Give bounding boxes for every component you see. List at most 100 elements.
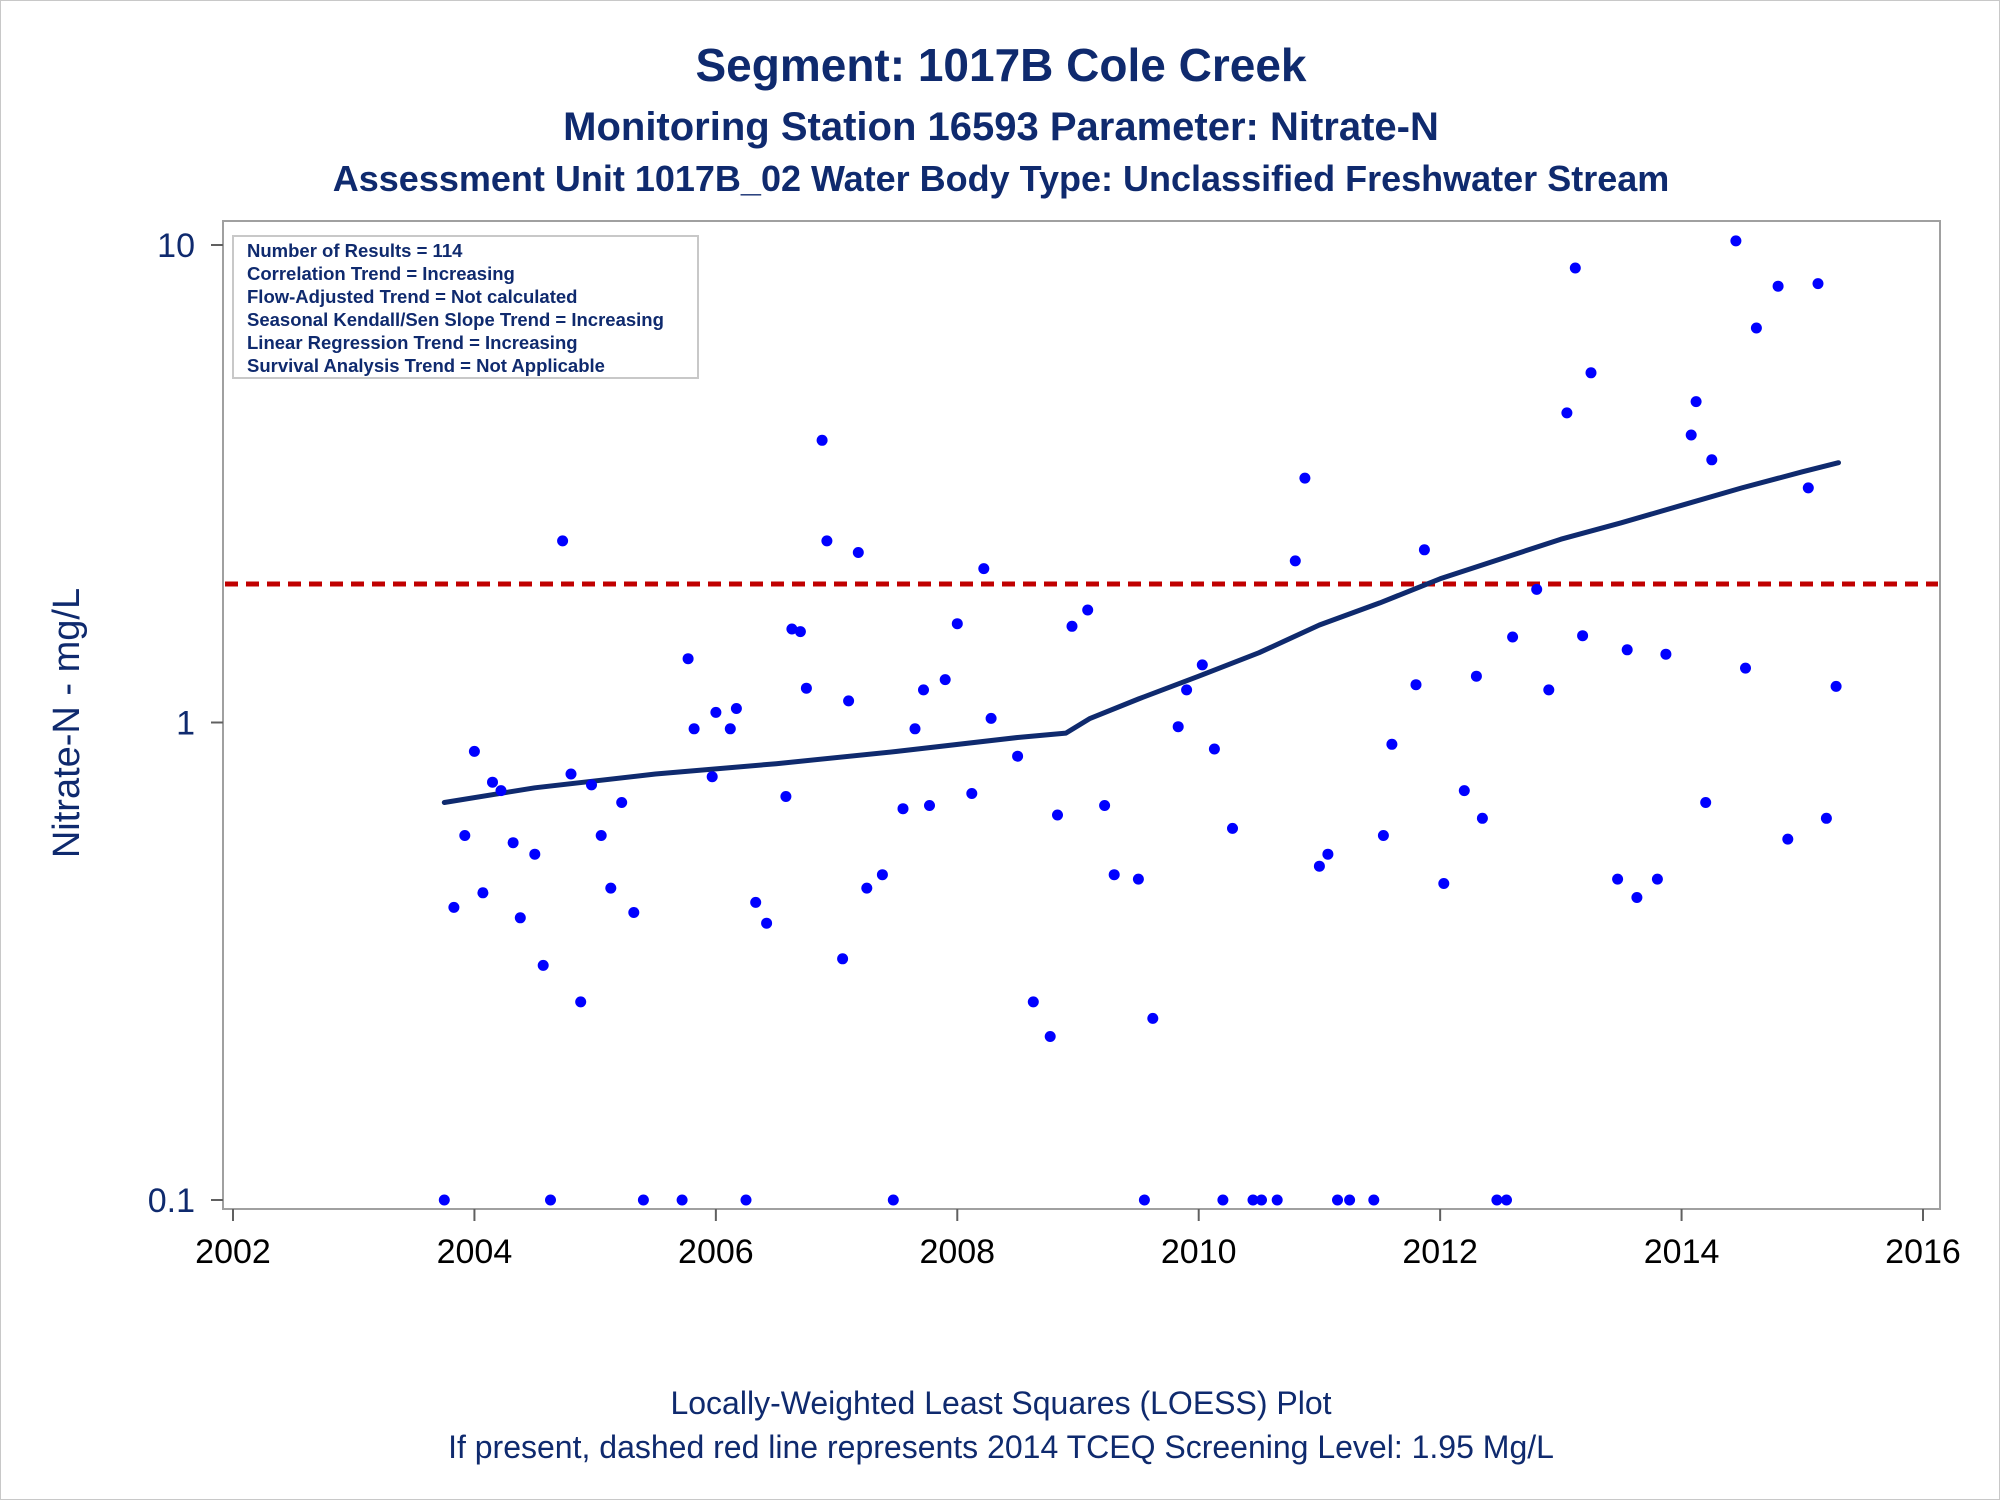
data-point (1108, 869, 1120, 881)
data-point (1082, 604, 1094, 616)
data-point (861, 882, 873, 894)
data-point (468, 745, 480, 757)
data-point (1585, 367, 1597, 379)
data-point (586, 779, 597, 791)
loess-layer (441, 460, 1841, 805)
data-point (1612, 873, 1624, 885)
data-point (637, 1194, 649, 1206)
data-point (1196, 659, 1208, 671)
data-point (1322, 848, 1334, 860)
data-point (1132, 873, 1144, 885)
data-point (1740, 662, 1751, 674)
x-tick-label: 2002 (195, 1233, 271, 1271)
data-point (1368, 1194, 1380, 1206)
data-point (676, 1194, 688, 1206)
y-axis-label: Nitrate-N - mg/L (46, 588, 88, 858)
data-point (924, 800, 935, 811)
data-point (1750, 322, 1762, 334)
stat-linear-regression-trend: Linear Regression Trend = Increasing (247, 332, 578, 353)
data-point (1344, 1194, 1356, 1206)
data-point (477, 887, 489, 899)
data-point (761, 917, 773, 929)
data-point (918, 684, 929, 696)
data-point (1820, 812, 1832, 824)
x-tick-label: 2010 (1161, 1233, 1237, 1271)
data-point (1256, 1194, 1267, 1206)
data-point (724, 723, 736, 735)
data-point (1561, 407, 1573, 419)
stat-seasonal-kendall-trend: Seasonal Kendall/Sen Slope Trend = Incre… (247, 309, 664, 330)
data-point (978, 563, 990, 575)
data-point (1418, 544, 1430, 556)
data-point (876, 869, 888, 881)
data-point (750, 896, 762, 908)
data-point (897, 803, 909, 815)
data-point (1299, 472, 1311, 484)
data-point (1012, 750, 1024, 762)
data-point (985, 712, 997, 724)
data-point (1066, 620, 1078, 632)
data-point (1660, 648, 1672, 660)
data-point (1181, 684, 1193, 696)
data-point (730, 703, 742, 714)
data-point (1044, 1031, 1056, 1042)
data-point (1690, 396, 1702, 408)
data-point (1631, 892, 1643, 903)
data-point (1476, 812, 1488, 824)
data-point (939, 674, 951, 686)
x-tick-label: 2016 (1885, 1233, 1961, 1271)
data-point (786, 623, 798, 635)
data-point (1289, 555, 1301, 567)
data-point (1491, 1194, 1503, 1206)
x-tick-label: 2004 (437, 1233, 513, 1271)
data-point (1802, 482, 1814, 494)
data-point (1332, 1194, 1343, 1206)
data-point (688, 723, 700, 735)
axes-layer: 2002 2004 2006 2008 2010 2012 2014 2016 0.1 1 10 (148, 227, 1961, 1271)
chart-subtitle: Monitoring Station 16593 Parameter: Nitr… (563, 105, 1439, 149)
data-point (545, 1194, 556, 1206)
data-point (710, 706, 722, 718)
data-point (740, 1194, 752, 1206)
data-point (438, 1194, 450, 1206)
stat-survival-analysis-trend: Survival Analysis Trend = Not Applicable (247, 355, 605, 376)
data-point (459, 830, 471, 841)
data-point (1386, 738, 1398, 750)
data-point (1621, 644, 1633, 656)
data-point (575, 996, 587, 1008)
points-layer (438, 235, 1842, 1206)
data-point (1147, 1012, 1159, 1024)
data-point (565, 768, 577, 780)
data-point (595, 830, 607, 841)
data-point (816, 434, 828, 446)
data-point (1099, 800, 1111, 811)
data-point (966, 788, 978, 799)
data-point (495, 785, 507, 797)
data-point (1208, 743, 1220, 755)
data-point (1410, 679, 1422, 691)
data-point (537, 959, 549, 971)
data-point (821, 535, 833, 547)
data-point (800, 682, 812, 694)
data-point (1577, 630, 1589, 642)
data-point (1172, 721, 1184, 733)
data-point (529, 848, 541, 860)
data-point (706, 771, 718, 783)
data-point (1052, 809, 1063, 821)
data-point (1313, 860, 1325, 872)
data-point (1730, 235, 1742, 247)
y-tick-label: 0.1 (148, 1182, 195, 1220)
data-point (852, 547, 864, 558)
data-point (1458, 785, 1470, 797)
stats-box: Number of Results = 114 Correlation Tren… (232, 235, 699, 379)
data-point (605, 882, 617, 894)
data-point (628, 907, 640, 918)
data-point (1138, 1194, 1150, 1206)
data-point (616, 797, 628, 808)
data-point (1700, 797, 1712, 808)
data-point (951, 618, 963, 630)
data-point (1685, 429, 1697, 441)
data-point (843, 695, 855, 707)
